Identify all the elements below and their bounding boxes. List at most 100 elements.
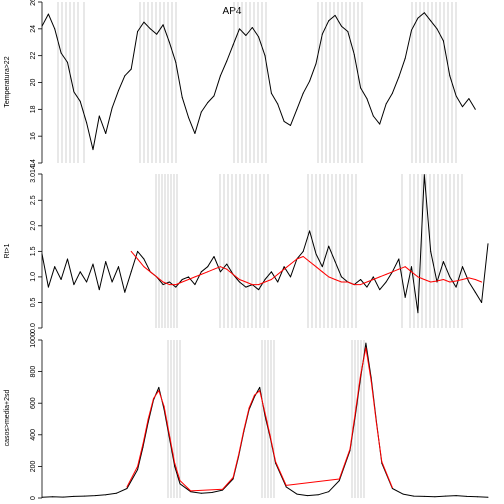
data-point — [156, 276, 158, 278]
data-point — [79, 271, 81, 273]
data-point — [174, 465, 176, 467]
data-point — [264, 412, 266, 414]
data-point — [442, 278, 444, 280]
data-point — [466, 495, 468, 497]
data-point — [468, 98, 470, 100]
data-point — [207, 271, 209, 273]
data-point — [328, 20, 330, 22]
data-point — [434, 496, 436, 498]
data-point — [455, 280, 457, 282]
data-point — [430, 250, 432, 252]
y-tick-label: 18 — [30, 105, 37, 113]
data-point — [353, 284, 355, 286]
data-point — [73, 91, 75, 93]
data-point — [379, 276, 381, 278]
data-point — [194, 276, 196, 278]
data-point — [219, 271, 221, 273]
y-axis-title-temperature: Temperatura>22 — [4, 56, 11, 107]
data-point — [315, 63, 317, 65]
y-tick-label: 3.014 — [30, 165, 37, 183]
data-point — [289, 124, 291, 126]
data-point — [232, 476, 234, 478]
data-point — [321, 266, 323, 268]
data-point — [105, 132, 107, 134]
data-point — [258, 289, 260, 291]
data-point — [137, 469, 139, 471]
series-line-1 — [130, 251, 482, 286]
data-point — [404, 57, 406, 59]
data-point — [98, 289, 100, 291]
data-point — [370, 380, 372, 382]
data-point — [366, 98, 368, 100]
data-point — [372, 278, 374, 280]
y-tick-label: 0.0 — [30, 323, 37, 333]
data-point — [259, 386, 261, 388]
data-point — [283, 268, 285, 270]
data-point — [340, 281, 342, 283]
data-point — [142, 443, 144, 445]
data-point — [248, 407, 250, 409]
chart-title: AP4 — [223, 6, 242, 17]
data-point — [309, 261, 311, 263]
data-point — [372, 115, 374, 117]
y-tick-label: 200 — [30, 460, 37, 472]
data-point — [404, 296, 406, 298]
data-point — [251, 26, 253, 28]
data-point — [455, 286, 457, 288]
data-point — [168, 281, 170, 283]
data-point — [391, 92, 393, 94]
y-axis-title-cases: casos>media+2sd — [4, 389, 11, 446]
data-point — [445, 495, 447, 497]
data-point — [232, 273, 234, 275]
data-point — [402, 493, 404, 495]
data-point — [404, 266, 406, 268]
data-point — [381, 461, 383, 463]
data-point — [143, 266, 145, 268]
data-point — [462, 278, 464, 280]
data-point — [264, 278, 266, 280]
data-point — [168, 284, 170, 286]
data-point — [83, 495, 85, 497]
data-point — [417, 312, 419, 314]
data-point — [385, 103, 387, 105]
data-point — [398, 268, 400, 270]
data-point — [86, 281, 88, 283]
data-point — [73, 284, 75, 286]
data-point — [213, 95, 215, 97]
data-point — [54, 266, 56, 268]
data-point — [126, 486, 128, 488]
data-point — [105, 261, 107, 263]
data-point — [423, 12, 425, 14]
data-point — [188, 278, 190, 280]
data-point — [179, 483, 181, 485]
data-point — [277, 273, 279, 275]
data-point — [317, 494, 319, 496]
data-point — [385, 273, 387, 275]
data-point — [92, 263, 94, 265]
data-point — [379, 123, 381, 125]
data-point — [462, 106, 464, 108]
data-point — [442, 40, 444, 42]
data-point — [258, 284, 260, 286]
data-point — [222, 488, 224, 490]
data-point — [283, 266, 285, 268]
data-point — [289, 276, 291, 278]
data-point — [365, 347, 367, 349]
data-point — [321, 33, 323, 35]
y-tick-label: 20 — [30, 79, 37, 87]
data-point — [60, 52, 62, 54]
data-point — [149, 271, 151, 273]
data-point — [366, 286, 368, 288]
data-point — [360, 284, 362, 286]
data-point — [285, 484, 287, 486]
y-tick-label: 0 — [30, 496, 37, 500]
data-point — [52, 496, 54, 498]
data-point — [264, 55, 266, 57]
data-point — [334, 278, 336, 280]
data-point — [349, 448, 351, 450]
data-point — [391, 488, 393, 490]
series-line-0 — [41, 342, 489, 498]
data-point — [239, 281, 241, 283]
data-point — [219, 75, 221, 77]
data-point — [283, 120, 285, 122]
